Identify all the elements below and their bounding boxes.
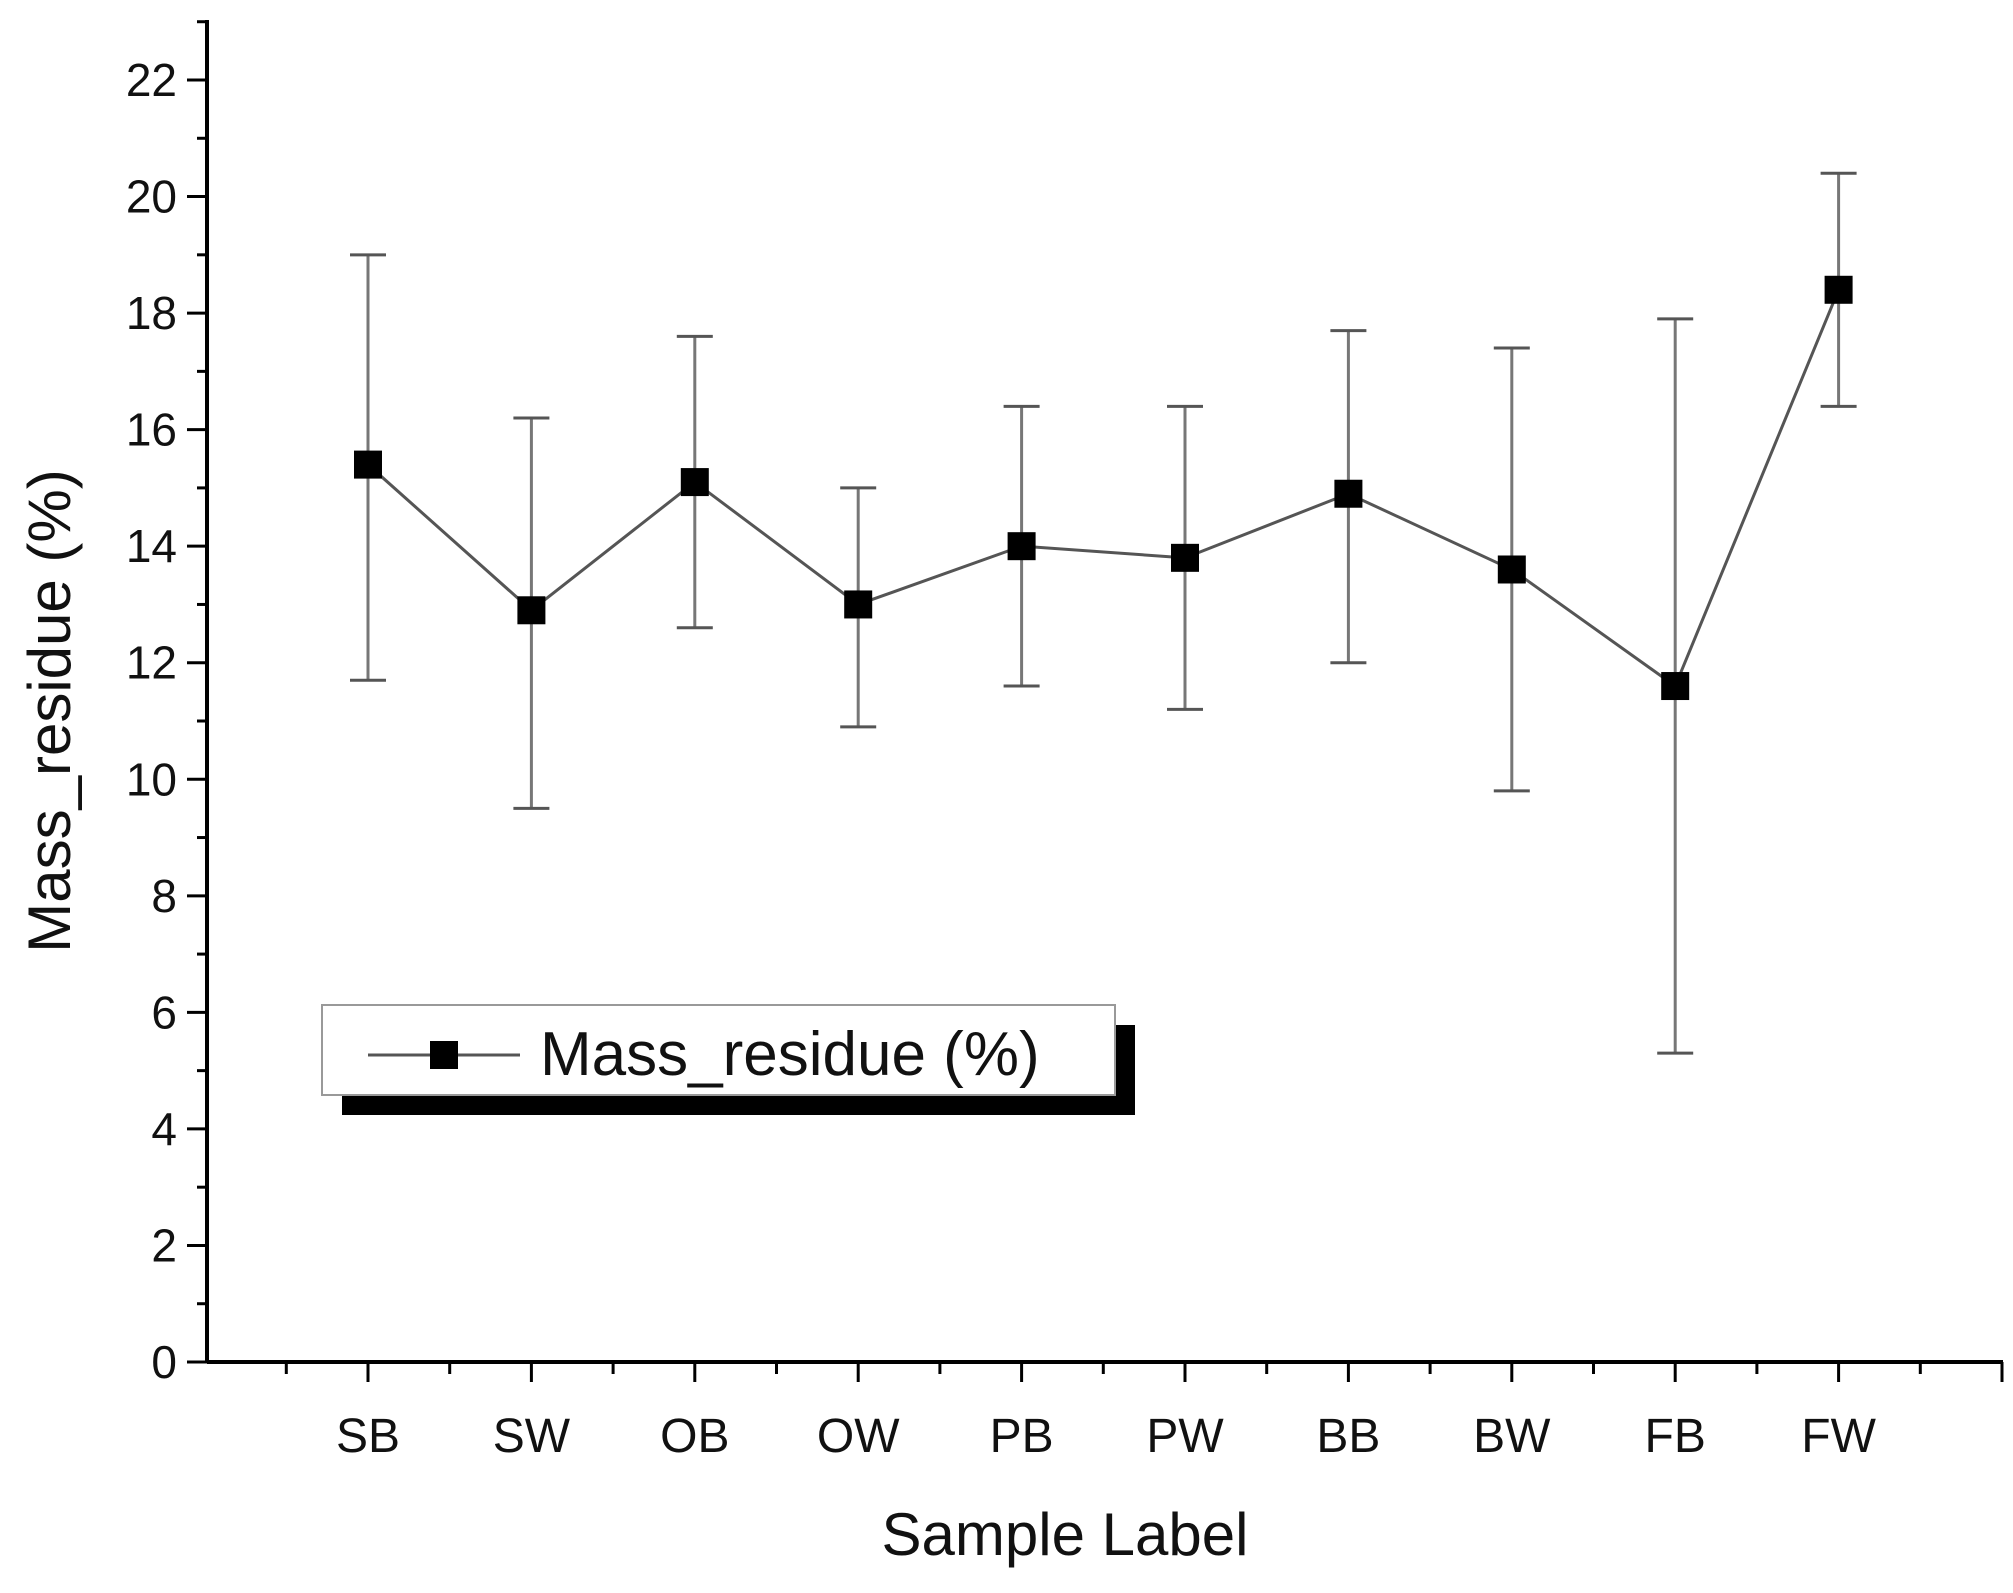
y-tick-label: 2: [151, 1219, 177, 1271]
data-point-marker: [844, 590, 873, 619]
x-tick-label: BB: [1316, 1410, 1380, 1463]
x-axis-title: Sample Label: [882, 1501, 1249, 1568]
y-tick-label: 22: [126, 54, 177, 106]
legend-group: Mass_residue (%): [321, 1004, 1135, 1115]
legend-marker: [430, 1041, 458, 1069]
y-tick-label: 16: [126, 404, 177, 456]
data-point-marker: [1334, 479, 1363, 508]
x-tick-label: PB: [990, 1410, 1054, 1463]
legend-label: Mass_residue (%): [540, 1020, 1040, 1089]
data-point-marker: [517, 596, 546, 625]
x-tick-label: OB: [660, 1410, 729, 1463]
data-point-marker: [1171, 543, 1199, 572]
x-tick-label: BW: [1473, 1410, 1551, 1463]
y-tick-label: 12: [126, 637, 177, 689]
series-line-group: [367, 289, 1840, 689]
y-tick-label: 4: [151, 1103, 177, 1155]
error-bars-group: [350, 171, 1857, 1055]
data-point-marker: [1661, 672, 1690, 701]
data-point-marker: [1007, 532, 1036, 561]
y-axis-title: Mass_residue (%): [16, 469, 83, 953]
x-tick-label: SW: [493, 1410, 571, 1463]
data-point-marker: [354, 450, 382, 479]
y-tick-label: 0: [151, 1336, 177, 1388]
x-tick-label: OW: [817, 1410, 900, 1463]
y-tick-label: 14: [126, 520, 177, 572]
y-tick-label: 10: [126, 753, 177, 805]
axes-group: [187, 20, 2004, 1382]
y-tick-label: 18: [126, 287, 177, 339]
x-tick-label: SB: [336, 1410, 400, 1463]
series-line: [367, 289, 1840, 689]
labels-group: 0 2 4 6 8 10 12 14 16 18 20 22 SB SW OB OW PB PW BB BW FB FW S…: [16, 54, 1877, 1568]
data-point-marker: [1824, 275, 1853, 304]
x-tick-label: FB: [1645, 1410, 1706, 1463]
y-tick-label: 6: [151, 986, 177, 1038]
y-tick-label: 8: [151, 870, 177, 922]
x-tick-label: FW: [1801, 1410, 1876, 1463]
data-point-marker: [1497, 555, 1526, 584]
x-tick-label: PW: [1146, 1410, 1224, 1463]
data-point-marker: [680, 468, 709, 497]
markers-group: [354, 275, 1853, 701]
y-tick-label: 20: [126, 171, 177, 223]
